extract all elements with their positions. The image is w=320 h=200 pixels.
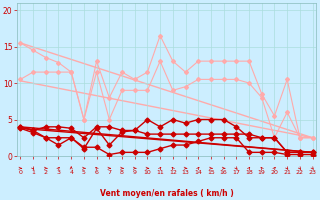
- X-axis label: Vent moyen/en rafales ( km/h ): Vent moyen/en rafales ( km/h ): [100, 189, 233, 198]
